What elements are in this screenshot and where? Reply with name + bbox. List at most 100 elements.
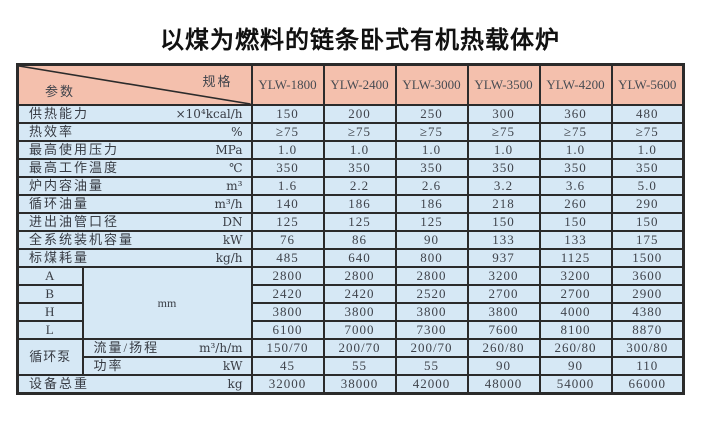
value-cell: 2.6 [394, 176, 469, 196]
value-cell: 3800 [250, 302, 325, 322]
row-furnace-oil-volume: 炉内容油量 m³ 1.6 2.2 2.6 3.2 3.6 5.0 [16, 176, 685, 196]
value-cell: 4000 [538, 302, 613, 322]
row-dim-h: H 3800 3800 3800 3800 4000 4380 [16, 302, 685, 322]
row-unit: m³/h [214, 197, 243, 211]
row-unit: kW [222, 233, 243, 247]
value-cell: 42000 [394, 374, 469, 395]
column-header-ylw-2400: YLW-2400 [322, 63, 397, 106]
row-unit: % [231, 125, 243, 139]
row-coal-consumption: 标煤耗量 kg/h 485 640 800 937 1125 1500 [16, 248, 685, 268]
value-cell: 480 [610, 104, 685, 124]
value-cell: ≥75 [250, 122, 325, 142]
value-cell: 260/80 [466, 338, 541, 358]
row-header-cell: 炉内容油量 m³ [16, 176, 253, 196]
value-cell: 640 [322, 248, 397, 268]
value-cell: 3200 [538, 266, 613, 286]
value-cell: ≥75 [466, 122, 541, 142]
value-cell: 150 [538, 212, 613, 232]
value-cell: 55 [322, 356, 397, 376]
value-cell: 350 [538, 158, 613, 178]
dim-label: L [16, 320, 84, 340]
value-cell: 485 [250, 248, 325, 268]
row-header-cell: 进出油管口径 DN [16, 212, 253, 232]
row-header-cell: 供热能力 ×10⁴kcal/h [16, 104, 253, 124]
value-cell: 2700 [538, 284, 613, 304]
value-cell: 1.6 [250, 176, 325, 196]
row-label: 循环油量 [29, 196, 90, 211]
value-cell: 2900 [610, 284, 685, 304]
value-cell: 300 [466, 104, 541, 124]
value-cell: 350 [610, 158, 685, 178]
row-header-content: 炉内容油量 m³ [20, 178, 250, 193]
row-header-content: 热效率 % [20, 124, 250, 139]
row-unit: kW [222, 359, 243, 373]
row-header-cell: 设备总重 kg [16, 374, 253, 395]
row-unit: DN [222, 215, 243, 229]
row-header-content: 最高工作温度 ℃ [20, 161, 250, 175]
column-header-ylw-3000: YLW-3000 [394, 63, 469, 106]
value-cell: 200/70 [322, 338, 397, 358]
value-cell: 3.2 [466, 176, 541, 196]
value-cell: ≥75 [322, 122, 397, 142]
corner-spec-label: 规格 [202, 74, 233, 89]
row-header-content: 全系统装机容量 kW [20, 232, 250, 247]
value-cell: 7600 [466, 320, 541, 340]
value-cell: 200 [322, 104, 397, 124]
row-unit: m³/h/m [199, 341, 243, 355]
diagonal-line [19, 66, 251, 104]
value-cell: 4380 [610, 302, 685, 322]
value-cell: ≥75 [538, 122, 613, 142]
row-max-pressure: 最高使用压力 MPa 1.0 1.0 1.0 1.0 1.0 1.0 [16, 140, 685, 160]
value-cell: 186 [394, 194, 469, 214]
dims-unit-cell: mm [81, 266, 253, 340]
row-label: 全系统装机容量 [29, 232, 135, 247]
row-label: 设备总重 [29, 376, 90, 391]
value-cell: 150 [466, 212, 541, 232]
column-header-ylw-1800: YLW-1800 [250, 63, 325, 106]
value-cell: 2420 [322, 284, 397, 304]
value-cell: 2.2 [322, 176, 397, 196]
value-cell: 90 [466, 356, 541, 376]
value-cell: 2520 [394, 284, 469, 304]
value-cell: 8100 [538, 320, 613, 340]
corner-param-label: 参数 [45, 84, 76, 99]
value-cell: 150 [610, 212, 685, 232]
value-cell: 1.0 [322, 140, 397, 160]
row-max-temperature: 最高工作温度 ℃ 350 350 350 350 350 350 [16, 158, 685, 178]
row-thermal-efficiency: 热效率 % ≥75 ≥75 ≥75 ≥75 ≥75 ≥75 [16, 122, 685, 142]
value-cell: 290 [610, 194, 685, 214]
row-header-content: 最高使用压力 MPa [20, 143, 250, 157]
value-cell: 6100 [250, 320, 325, 340]
row-label: 热效率 [29, 124, 75, 139]
value-cell: 3800 [322, 302, 397, 322]
value-cell: 350 [466, 158, 541, 178]
value-cell: 260/80 [538, 338, 613, 358]
value-cell: 76 [250, 230, 325, 250]
value-cell: 32000 [250, 374, 325, 395]
value-cell: 200/70 [394, 338, 469, 358]
row-pump-flow: 循环泵 流量/扬程 m³/h/m 150/70 200/70 200/70 26… [16, 338, 685, 376]
value-cell: 90 [538, 356, 613, 376]
value-cell: 3800 [394, 302, 469, 322]
value-cell: 8870 [610, 320, 685, 340]
row-header-content: 供热能力 ×10⁴kcal/h [20, 107, 250, 121]
value-cell: 48000 [466, 374, 541, 395]
row-header-content: 进出油管口径 DN [20, 215, 250, 229]
corner-cell: 规格 参数 [16, 63, 253, 106]
value-cell: 54000 [538, 374, 613, 395]
value-cell: 350 [250, 158, 325, 178]
row-header-content: 循环油量 m³/h [20, 196, 250, 211]
row-total-weight: 设备总重 kg 32000 38000 42000 48000 54000 66… [16, 374, 685, 395]
row-label: 炉内容油量 [29, 178, 105, 193]
row-header-content: 功率 kW [85, 358, 250, 373]
value-cell: 2800 [322, 266, 397, 286]
column-header-ylw-3500: YLW-3500 [466, 63, 541, 106]
row-label: 功率 [93, 358, 124, 373]
header-row: 规格 参数 YLW-1800 YLW-2400 YLW-3000 YLW-350… [16, 63, 685, 106]
value-cell: 186 [322, 194, 397, 214]
value-cell: ≥75 [394, 122, 469, 142]
value-cell: 360 [538, 104, 613, 124]
row-header-cell: 功率 kW [81, 356, 253, 376]
value-cell: 1500 [610, 248, 685, 268]
page-title: 以煤为燃料的链条卧式有机热载体炉 [160, 27, 560, 54]
